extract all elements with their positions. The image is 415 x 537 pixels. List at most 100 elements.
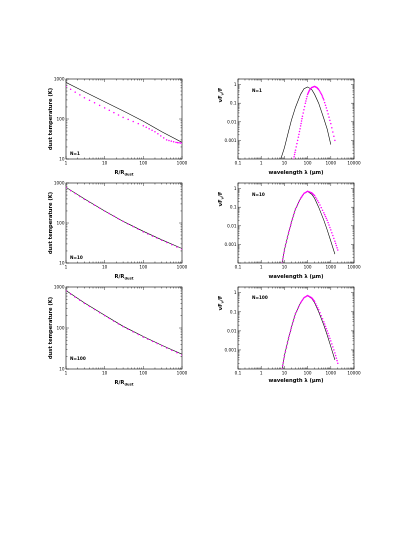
- panel-label: N=1: [252, 88, 262, 93]
- data-point: [165, 139, 168, 141]
- data-point: [291, 218, 294, 220]
- data-point: [332, 131, 334, 133]
- series-group: [281, 190, 339, 263]
- y-tick-label: 1000: [54, 181, 65, 186]
- data-point: [145, 126, 147, 128]
- data-point: [108, 212, 111, 215]
- data-point: [333, 135, 335, 137]
- data-point: [281, 368, 283, 369]
- data-point: [122, 325, 124, 328]
- data-point: [327, 221, 329, 224]
- data-point: [299, 301, 302, 304]
- data-point: [300, 120, 303, 122]
- data-point: [296, 139, 299, 142]
- data-point: [74, 91, 76, 93]
- tick-marks: [65, 78, 183, 160]
- data-point: [69, 189, 72, 192]
- y-tick-label: 1: [234, 186, 237, 191]
- data-point: [315, 198, 318, 200]
- data-point: [93, 204, 96, 206]
- data-point: [323, 212, 325, 214]
- data-point: [284, 350, 287, 353]
- data-point: [297, 307, 299, 309]
- panel-label: N=100: [252, 295, 268, 300]
- data-point: [294, 208, 297, 210]
- model-line: [66, 187, 182, 249]
- y-tick-label: 1: [234, 82, 237, 87]
- data-point: [293, 316, 296, 318]
- data-point: [301, 117, 303, 120]
- x-tick-label: 1: [65, 265, 68, 270]
- data-point: [156, 237, 158, 239]
- data-point: [296, 310, 298, 312]
- data-point: [287, 337, 290, 340]
- data-point: [325, 327, 328, 330]
- y-axis-label: dust temperature (K): [48, 297, 54, 359]
- x-tick-label: 1000: [325, 371, 336, 376]
- panel-label: N=10: [252, 192, 265, 197]
- series-group: [66, 290, 182, 356]
- data-point: [127, 118, 129, 121]
- data-point: [147, 338, 149, 340]
- x-axis-label: R/Rdust: [115, 380, 134, 387]
- data-point: [69, 293, 72, 295]
- data-point: [283, 354, 286, 357]
- y-tick-label: 1000: [54, 77, 65, 82]
- data-point: [317, 308, 320, 311]
- data-point: [83, 198, 86, 201]
- data-point: [93, 102, 96, 104]
- y-tick-label: 10: [59, 157, 65, 162]
- y-tick-label: 10: [59, 367, 65, 372]
- tick-marks: [237, 78, 355, 160]
- data-point: [168, 139, 170, 142]
- data-point: [66, 290, 67, 292]
- data-point: [304, 102, 307, 104]
- data-point: [298, 133, 300, 136]
- data-point: [83, 302, 86, 305]
- data-point: [113, 215, 115, 217]
- data-point: [132, 120, 134, 123]
- data-point: [337, 249, 339, 251]
- x-tick-label: 100: [304, 161, 312, 166]
- data-point: [162, 137, 165, 139]
- data-point: [318, 89, 321, 92]
- data-point: [132, 331, 134, 333]
- data-point: [297, 202, 299, 205]
- data-point: [88, 99, 91, 102]
- data-point: [320, 314, 322, 317]
- x-tick-label: 1: [65, 371, 68, 376]
- x-tick-label: 0.1: [235, 265, 242, 270]
- tick-marks: [65, 286, 183, 370]
- data-point: [300, 300, 303, 303]
- data-point: [321, 209, 324, 211]
- y-axis-label: dust temperature (K): [48, 192, 54, 254]
- x-tick-labels: 0.1 1 10 100 1000 10000: [235, 371, 361, 376]
- data-point: [98, 311, 101, 314]
- data-point: [176, 351, 178, 354]
- data-point: [181, 248, 182, 251]
- x-tick-label: 10000: [347, 371, 361, 376]
- x-tick-label: 1: [65, 161, 68, 166]
- x-tick-labels: 0.1 1 10 100 1000 10000: [235, 161, 361, 166]
- data-point: [178, 141, 180, 144]
- series-group: [281, 294, 339, 369]
- data-point: [290, 221, 293, 224]
- data-point: [323, 321, 325, 323]
- data-point: [289, 329, 292, 331]
- data-point: [117, 218, 120, 220]
- y-tick-label: 10: [59, 261, 65, 266]
- data-point: [113, 111, 115, 114]
- data-point: [328, 116, 330, 118]
- panel-label: N=10: [70, 255, 83, 260]
- data-point: [323, 323, 326, 325]
- y-tick-labels: 0.001 0.01 0.1 1: [225, 82, 237, 143]
- data-point: [93, 308, 96, 311]
- data-point: [132, 225, 134, 228]
- data-point: [294, 312, 297, 315]
- data-point: [137, 122, 140, 125]
- data-point: [288, 334, 290, 337]
- data-point: [313, 300, 316, 303]
- data-point: [142, 336, 145, 338]
- data-point: [281, 262, 283, 263]
- data-point: [302, 193, 304, 196]
